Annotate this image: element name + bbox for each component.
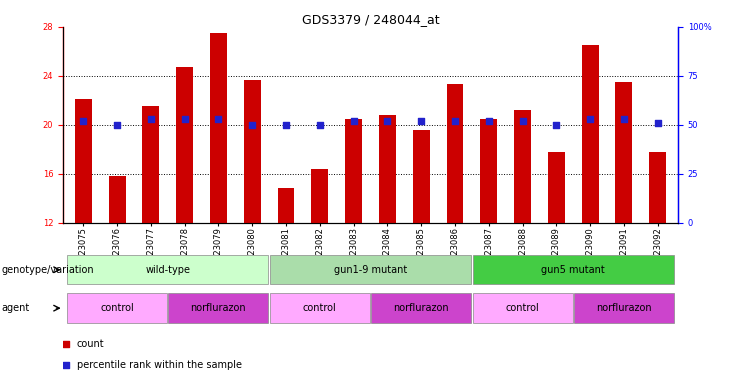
Point (145, 116, 157, 122)
Point (213, 116, 225, 122)
Bar (278, 189, 294, 223)
Point (618, 116, 630, 122)
Text: norflurazon: norflurazon (190, 303, 246, 313)
Bar (413, 130, 430, 223)
Bar (649, 152, 666, 223)
FancyBboxPatch shape (67, 255, 268, 285)
Point (449, 118, 461, 124)
Text: count: count (76, 339, 104, 349)
Text: control: control (100, 303, 134, 313)
Text: wild-type: wild-type (145, 265, 190, 275)
Text: control: control (303, 303, 336, 313)
Text: gun5 mutant: gun5 mutant (542, 265, 605, 275)
Point (179, 116, 190, 122)
Point (111, 122, 123, 128)
Bar (514, 110, 531, 223)
Text: norflurazon: norflurazon (596, 303, 652, 313)
Bar (311, 169, 328, 223)
Point (652, 120, 664, 126)
Bar (548, 152, 565, 223)
Point (415, 118, 427, 124)
Bar (379, 115, 396, 223)
Point (516, 118, 528, 124)
Text: genotype/variation: genotype/variation (1, 265, 94, 275)
Bar (109, 176, 125, 223)
Point (60, 362, 72, 368)
Point (584, 116, 596, 122)
FancyBboxPatch shape (270, 293, 370, 323)
Bar (75, 99, 92, 223)
Title: GDS3379 / 248044_at: GDS3379 / 248044_at (302, 13, 439, 26)
Text: norflurazon: norflurazon (393, 303, 449, 313)
Bar (447, 84, 463, 223)
Point (314, 122, 326, 128)
FancyBboxPatch shape (473, 293, 573, 323)
Text: agent: agent (1, 303, 30, 313)
Bar (210, 33, 227, 223)
Point (382, 118, 393, 124)
Bar (142, 106, 159, 223)
Point (60, 341, 72, 347)
Bar (244, 79, 261, 223)
FancyBboxPatch shape (270, 255, 471, 285)
Text: control: control (505, 303, 539, 313)
Point (348, 118, 359, 124)
Point (551, 122, 562, 128)
FancyBboxPatch shape (67, 293, 167, 323)
Bar (176, 67, 193, 223)
Text: gun1-9 mutant: gun1-9 mutant (334, 265, 407, 275)
FancyBboxPatch shape (371, 293, 471, 323)
Bar (616, 82, 632, 223)
Point (246, 122, 258, 128)
Point (483, 118, 495, 124)
FancyBboxPatch shape (168, 293, 268, 323)
Bar (480, 119, 497, 223)
Text: percentile rank within the sample: percentile rank within the sample (76, 360, 242, 370)
Bar (345, 119, 362, 223)
FancyBboxPatch shape (473, 255, 674, 285)
Bar (582, 45, 599, 223)
Point (77, 118, 89, 124)
FancyBboxPatch shape (574, 293, 674, 323)
Point (280, 122, 292, 128)
